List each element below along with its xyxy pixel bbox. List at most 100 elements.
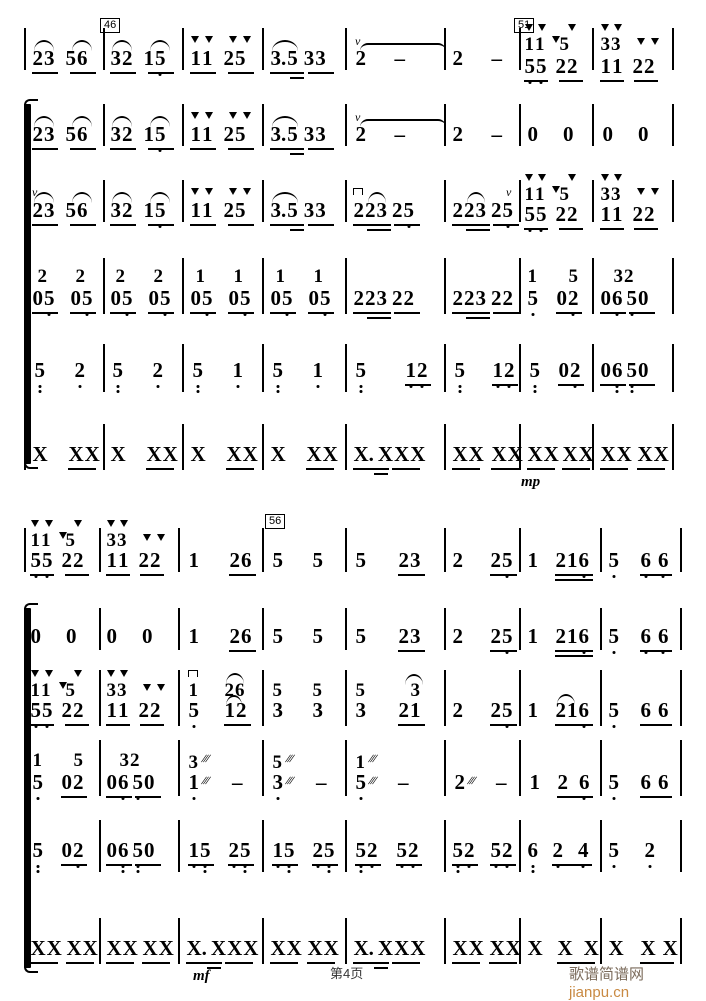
barline	[600, 528, 602, 572]
note: 2	[567, 54, 578, 78]
barline	[345, 820, 347, 872]
barline	[672, 258, 674, 314]
down-bow-icon	[614, 24, 622, 31]
note: 5	[42, 700, 54, 728]
note-percussion: X	[452, 936, 468, 960]
note: 0	[61, 838, 73, 862]
slur	[34, 192, 54, 203]
beam	[106, 574, 130, 576]
note: 3	[315, 122, 326, 146]
slur	[272, 40, 298, 51]
note: 0	[308, 286, 320, 310]
barline	[262, 918, 264, 964]
beam	[270, 72, 304, 74]
beam	[307, 962, 335, 964]
beam	[524, 228, 548, 230]
note-percussion: X	[468, 936, 484, 960]
note: 2	[568, 288, 580, 316]
down-bow-icon	[120, 520, 128, 527]
barline	[182, 180, 184, 222]
note: 5	[160, 288, 172, 316]
barline	[24, 918, 26, 964]
note-percussion: X	[162, 442, 178, 466]
down-bow-icon	[31, 670, 39, 677]
beam	[355, 864, 381, 866]
note-percussion: X	[527, 936, 543, 960]
note: 6	[578, 550, 590, 578]
down-bow-icon	[229, 36, 237, 43]
beam	[555, 650, 593, 652]
note: 1	[232, 360, 244, 388]
barline	[600, 918, 602, 964]
beam	[600, 384, 626, 386]
note: 1	[405, 360, 417, 388]
note: 6	[658, 698, 669, 722]
barline	[178, 740, 180, 796]
note: 3	[272, 772, 284, 800]
note: 2	[570, 360, 582, 388]
note: 5	[32, 772, 44, 800]
beam	[308, 72, 334, 74]
note: 2	[122, 46, 133, 70]
note: 2	[392, 286, 403, 310]
barline	[519, 820, 521, 872]
note-percussion: X	[68, 442, 84, 466]
note: 5	[559, 184, 570, 205]
note: 6	[640, 698, 652, 722]
note: 3	[600, 34, 611, 55]
note-rest: 0	[106, 624, 118, 648]
note: 5	[608, 626, 620, 654]
note: 3	[272, 698, 284, 722]
note: 0	[556, 286, 568, 310]
down-bow-icon	[205, 36, 213, 43]
note: 5	[502, 200, 514, 228]
beam	[110, 224, 136, 226]
note: 1	[188, 680, 199, 701]
slur	[112, 40, 132, 51]
barline	[178, 918, 180, 964]
note-percussion: X	[608, 936, 624, 960]
note: 2	[229, 624, 241, 648]
note: 5	[608, 550, 620, 578]
beam	[629, 312, 655, 314]
duration-dash: –	[491, 46, 503, 70]
down-bow-icon	[538, 174, 546, 181]
note: 2	[557, 770, 569, 794]
note-rest: 0	[638, 122, 649, 146]
barline	[672, 28, 674, 70]
note: 3	[611, 184, 621, 205]
note: 5	[608, 840, 620, 868]
beam	[489, 962, 517, 964]
note: 3	[303, 122, 315, 146]
note: 6	[640, 770, 652, 794]
barline	[182, 104, 184, 146]
down-bow-icon	[552, 186, 560, 193]
note: 2	[392, 198, 403, 222]
note: 3	[106, 680, 117, 701]
beam	[207, 967, 221, 969]
note: 1	[535, 34, 545, 55]
down-bow-icon	[74, 520, 82, 527]
barline	[600, 740, 602, 796]
barline	[444, 28, 446, 70]
barline	[444, 424, 446, 470]
dynamic-mf: mf	[193, 968, 210, 984]
note-percussion: X	[600, 442, 616, 466]
barline	[519, 258, 521, 314]
down-bow-icon	[120, 670, 128, 677]
note-percussion: X	[394, 936, 410, 960]
note-percussion: X.	[353, 442, 374, 466]
note: 2	[367, 840, 379, 868]
note: 1	[313, 266, 324, 287]
note-percussion: X	[323, 936, 339, 960]
down-bow-icon	[157, 684, 165, 691]
note: 2	[138, 698, 150, 722]
beam	[392, 468, 420, 470]
note: 3	[355, 698, 367, 722]
note: 2	[552, 840, 564, 868]
note: 1	[524, 34, 535, 55]
barline	[178, 670, 180, 726]
note: 0	[638, 358, 649, 382]
